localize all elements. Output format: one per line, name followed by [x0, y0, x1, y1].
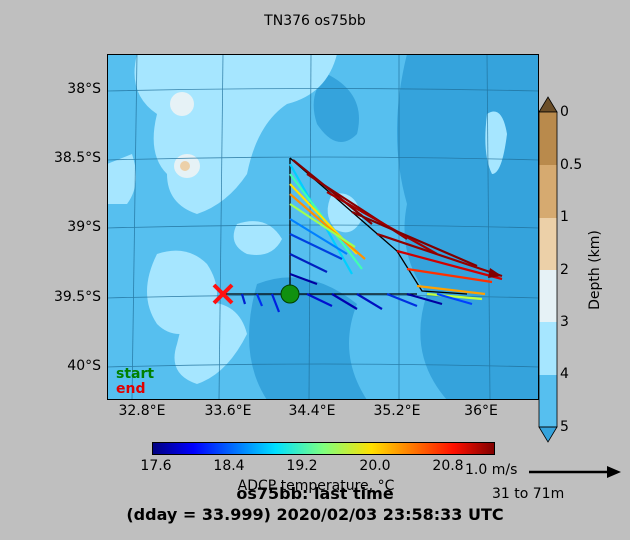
figure-title: TN376 os75bb	[264, 13, 366, 29]
footer-timestamp: (dday = 33.999) 2020/02/03 23:58:33 UTC	[126, 505, 504, 524]
depth-tick: 1	[560, 209, 569, 225]
lat-tick: 38.5°S	[53, 150, 101, 166]
seamount-shoal	[170, 92, 194, 116]
temperature-colorbar-label: ADCP temperature, °C	[237, 478, 395, 494]
adcp-vector	[255, 293, 264, 307]
footer-last-time: os75bb: last time	[236, 484, 394, 503]
adcp-vector	[289, 193, 366, 260]
adcp-vector	[289, 272, 318, 286]
depth-tick: 2	[560, 262, 569, 278]
temperature-tick: 20.8	[432, 458, 464, 474]
seamount-peak	[180, 161, 190, 171]
adcp-vector	[331, 293, 358, 310]
adcp-vector	[376, 232, 503, 278]
adcp-vector	[289, 163, 353, 275]
adcp-vector	[289, 218, 348, 255]
adcp-vector	[426, 292, 483, 301]
depth-tick: 0.5	[560, 157, 583, 173]
map-frame	[107, 54, 539, 400]
track-start-marker	[280, 284, 300, 304]
shallow-region	[174, 302, 247, 384]
temperature-tick: 19.2	[286, 458, 318, 474]
graticule	[107, 54, 539, 400]
adcp-vector	[289, 203, 356, 248]
legend-end-label: end	[116, 381, 146, 397]
shallow-region	[485, 111, 507, 174]
depth-colorbar-label: Depth (km)	[587, 230, 603, 310]
deep-water-region	[313, 74, 359, 142]
adcp-vector	[436, 292, 473, 306]
adcp-vector	[406, 292, 443, 306]
lat-tick: 40°S	[67, 358, 101, 374]
map-panel	[107, 54, 539, 400]
temperature-colorbar	[152, 442, 495, 455]
lat-tick: 38°S	[67, 81, 101, 97]
temperature-tick: 18.4	[213, 458, 245, 474]
adcp-vector	[292, 159, 373, 225]
lon-tick: 35.2°E	[373, 403, 421, 419]
lon-tick: 32.8°E	[118, 403, 166, 419]
scale-speed-label: 1.0 m/s	[465, 462, 518, 478]
legend-start-label: start	[116, 366, 155, 382]
adcp-vector	[326, 191, 438, 255]
adcp-vector	[289, 253, 328, 273]
depth-tick: 0	[560, 104, 569, 120]
depth-tick: 3	[560, 314, 569, 330]
lat-tick: 39.5°S	[53, 289, 101, 305]
shallow-region	[107, 154, 136, 204]
temperature-tick: 17.6	[140, 458, 172, 474]
track-end-marker	[212, 283, 234, 305]
lon-tick: 33.6°E	[204, 403, 252, 419]
adcp-vector	[240, 293, 247, 305]
adcp-vector	[416, 284, 486, 296]
adcp-vector-field	[240, 159, 503, 313]
adcp-vector	[306, 293, 333, 307]
adcp-vector	[406, 267, 493, 284]
lat-tick: 39°S	[67, 219, 101, 235]
depth-tick: 5	[560, 419, 569, 435]
adcp-vector	[351, 210, 478, 268]
depth-tick: 4	[560, 366, 569, 382]
temperature-tick: 20.0	[359, 458, 391, 474]
depth-colorbar	[538, 96, 558, 443]
scale-arrow	[529, 466, 621, 478]
adcp-vector	[356, 293, 383, 310]
adcp-arrowhead	[488, 268, 502, 278]
scale-depth-range: 31 to 71m	[492, 486, 565, 502]
adcp-vector	[386, 292, 418, 308]
adcp-vector	[270, 293, 281, 313]
shallow-region	[233, 221, 282, 255]
adcp-vector	[289, 233, 343, 260]
lon-tick: 36°E	[464, 403, 498, 419]
lon-tick: 34.4°E	[288, 403, 336, 419]
adcp-vector	[396, 249, 503, 281]
shallow-region	[216, 54, 317, 86]
